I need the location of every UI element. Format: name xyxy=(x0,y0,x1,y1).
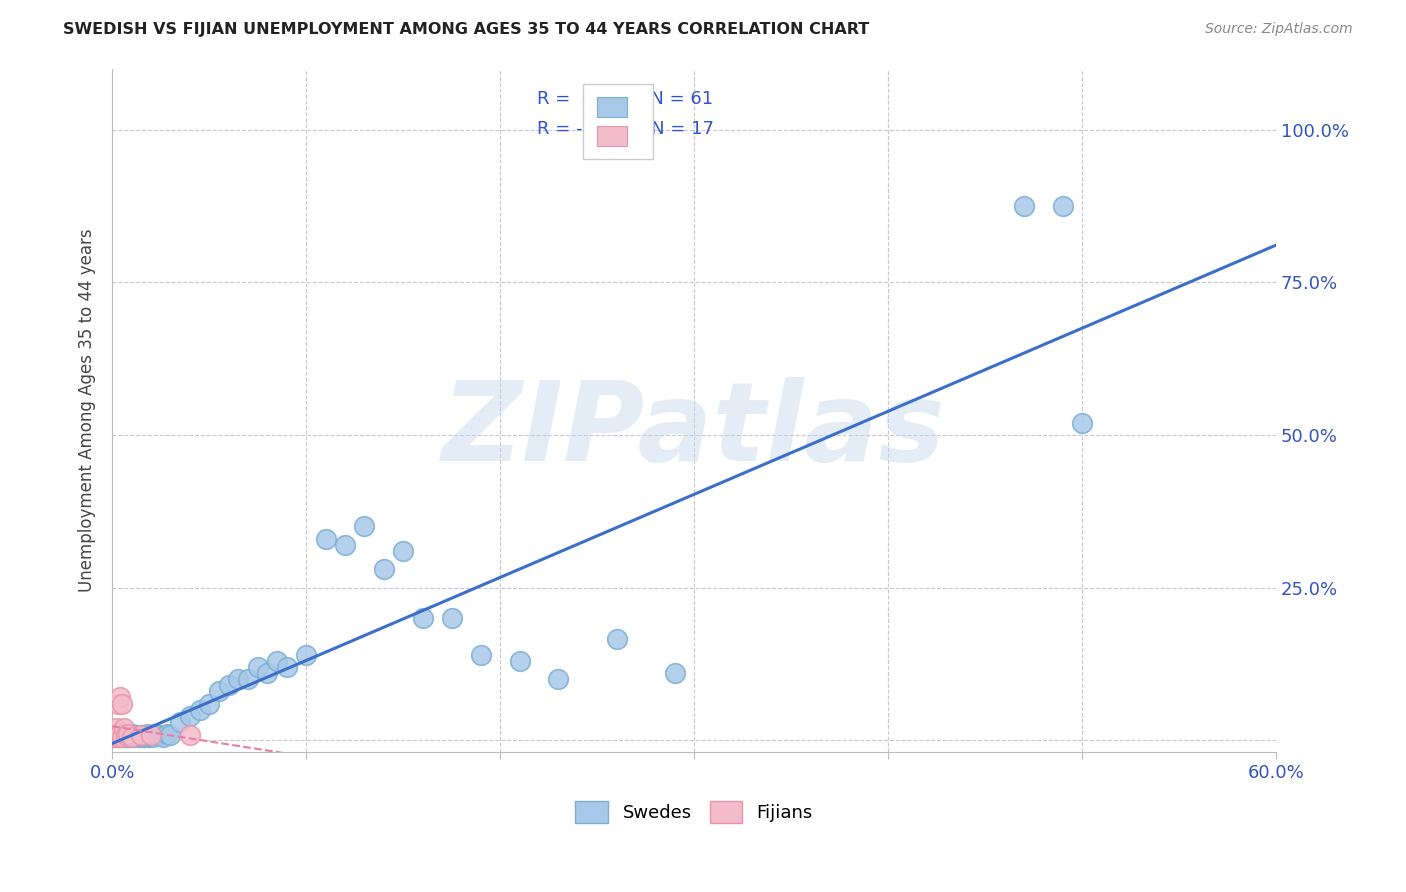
Point xyxy=(353,519,375,533)
Point xyxy=(179,708,201,723)
Point xyxy=(114,730,136,744)
Point xyxy=(108,690,131,705)
Point xyxy=(256,665,278,680)
Point xyxy=(179,728,201,742)
Point xyxy=(208,684,231,698)
Point xyxy=(152,730,174,744)
Point xyxy=(155,727,177,741)
Point xyxy=(139,728,162,742)
Point xyxy=(112,728,135,742)
Point xyxy=(136,727,159,741)
Point xyxy=(246,660,269,674)
Point xyxy=(103,730,125,744)
Text: R =  0.783   N = 61: R = 0.783 N = 61 xyxy=(537,90,713,108)
Point xyxy=(111,730,134,744)
Point xyxy=(128,730,150,744)
Point xyxy=(266,654,288,668)
Point xyxy=(412,611,434,625)
Point xyxy=(509,654,531,668)
Point xyxy=(1012,199,1035,213)
Point xyxy=(276,660,298,674)
Point xyxy=(105,730,128,744)
Point xyxy=(333,538,356,552)
Point xyxy=(108,727,131,741)
Point xyxy=(131,728,153,742)
Point xyxy=(114,727,136,741)
Text: Source: ZipAtlas.com: Source: ZipAtlas.com xyxy=(1205,22,1353,37)
Point xyxy=(134,730,156,744)
Point xyxy=(373,562,395,576)
Point xyxy=(664,665,686,680)
Text: SWEDISH VS FIJIAN UNEMPLOYMENT AMONG AGES 35 TO 44 YEARS CORRELATION CHART: SWEDISH VS FIJIAN UNEMPLOYMENT AMONG AGE… xyxy=(63,22,869,37)
Point xyxy=(117,728,139,742)
Point xyxy=(108,727,131,741)
Point xyxy=(148,728,170,742)
Point xyxy=(295,648,318,662)
Point xyxy=(111,697,134,711)
Point xyxy=(470,648,492,662)
Point xyxy=(159,728,181,742)
Point xyxy=(103,730,125,744)
Point xyxy=(103,727,125,741)
Point xyxy=(117,730,139,744)
Point xyxy=(124,730,146,744)
Point xyxy=(1071,416,1094,430)
Point xyxy=(117,727,139,741)
Point xyxy=(127,728,149,742)
Point xyxy=(121,727,143,741)
Point xyxy=(169,714,191,729)
Legend: Swedes, Fijians: Swedes, Fijians xyxy=(567,792,821,832)
Point xyxy=(105,721,128,735)
Point xyxy=(108,730,131,744)
Point xyxy=(226,672,249,686)
Point xyxy=(122,728,145,742)
Point xyxy=(198,697,221,711)
Text: R = -0.173   N = 17: R = -0.173 N = 17 xyxy=(537,120,714,137)
Point xyxy=(440,611,463,625)
Point xyxy=(132,730,155,744)
Point xyxy=(114,728,136,742)
Point xyxy=(143,727,166,741)
Point xyxy=(107,728,129,742)
Point xyxy=(121,730,143,744)
Point xyxy=(392,544,415,558)
Point xyxy=(107,697,129,711)
Point xyxy=(107,730,129,744)
Point xyxy=(139,728,162,742)
Point xyxy=(121,730,143,744)
Point xyxy=(236,672,259,686)
Point xyxy=(107,730,129,744)
Point xyxy=(112,721,135,735)
Point xyxy=(315,532,337,546)
Point xyxy=(1052,199,1074,213)
Point xyxy=(138,730,160,744)
Point xyxy=(105,728,128,742)
Text: ZIPatlas: ZIPatlas xyxy=(443,377,946,484)
Y-axis label: Unemployment Among Ages 35 to 44 years: Unemployment Among Ages 35 to 44 years xyxy=(79,228,96,592)
Point xyxy=(112,730,135,744)
Point xyxy=(111,730,134,744)
Point xyxy=(547,672,569,686)
Point xyxy=(131,728,153,742)
Point xyxy=(218,678,240,692)
Point xyxy=(111,728,134,742)
Point xyxy=(605,632,627,647)
Point xyxy=(142,730,165,744)
Point xyxy=(188,703,211,717)
Point xyxy=(118,730,141,744)
